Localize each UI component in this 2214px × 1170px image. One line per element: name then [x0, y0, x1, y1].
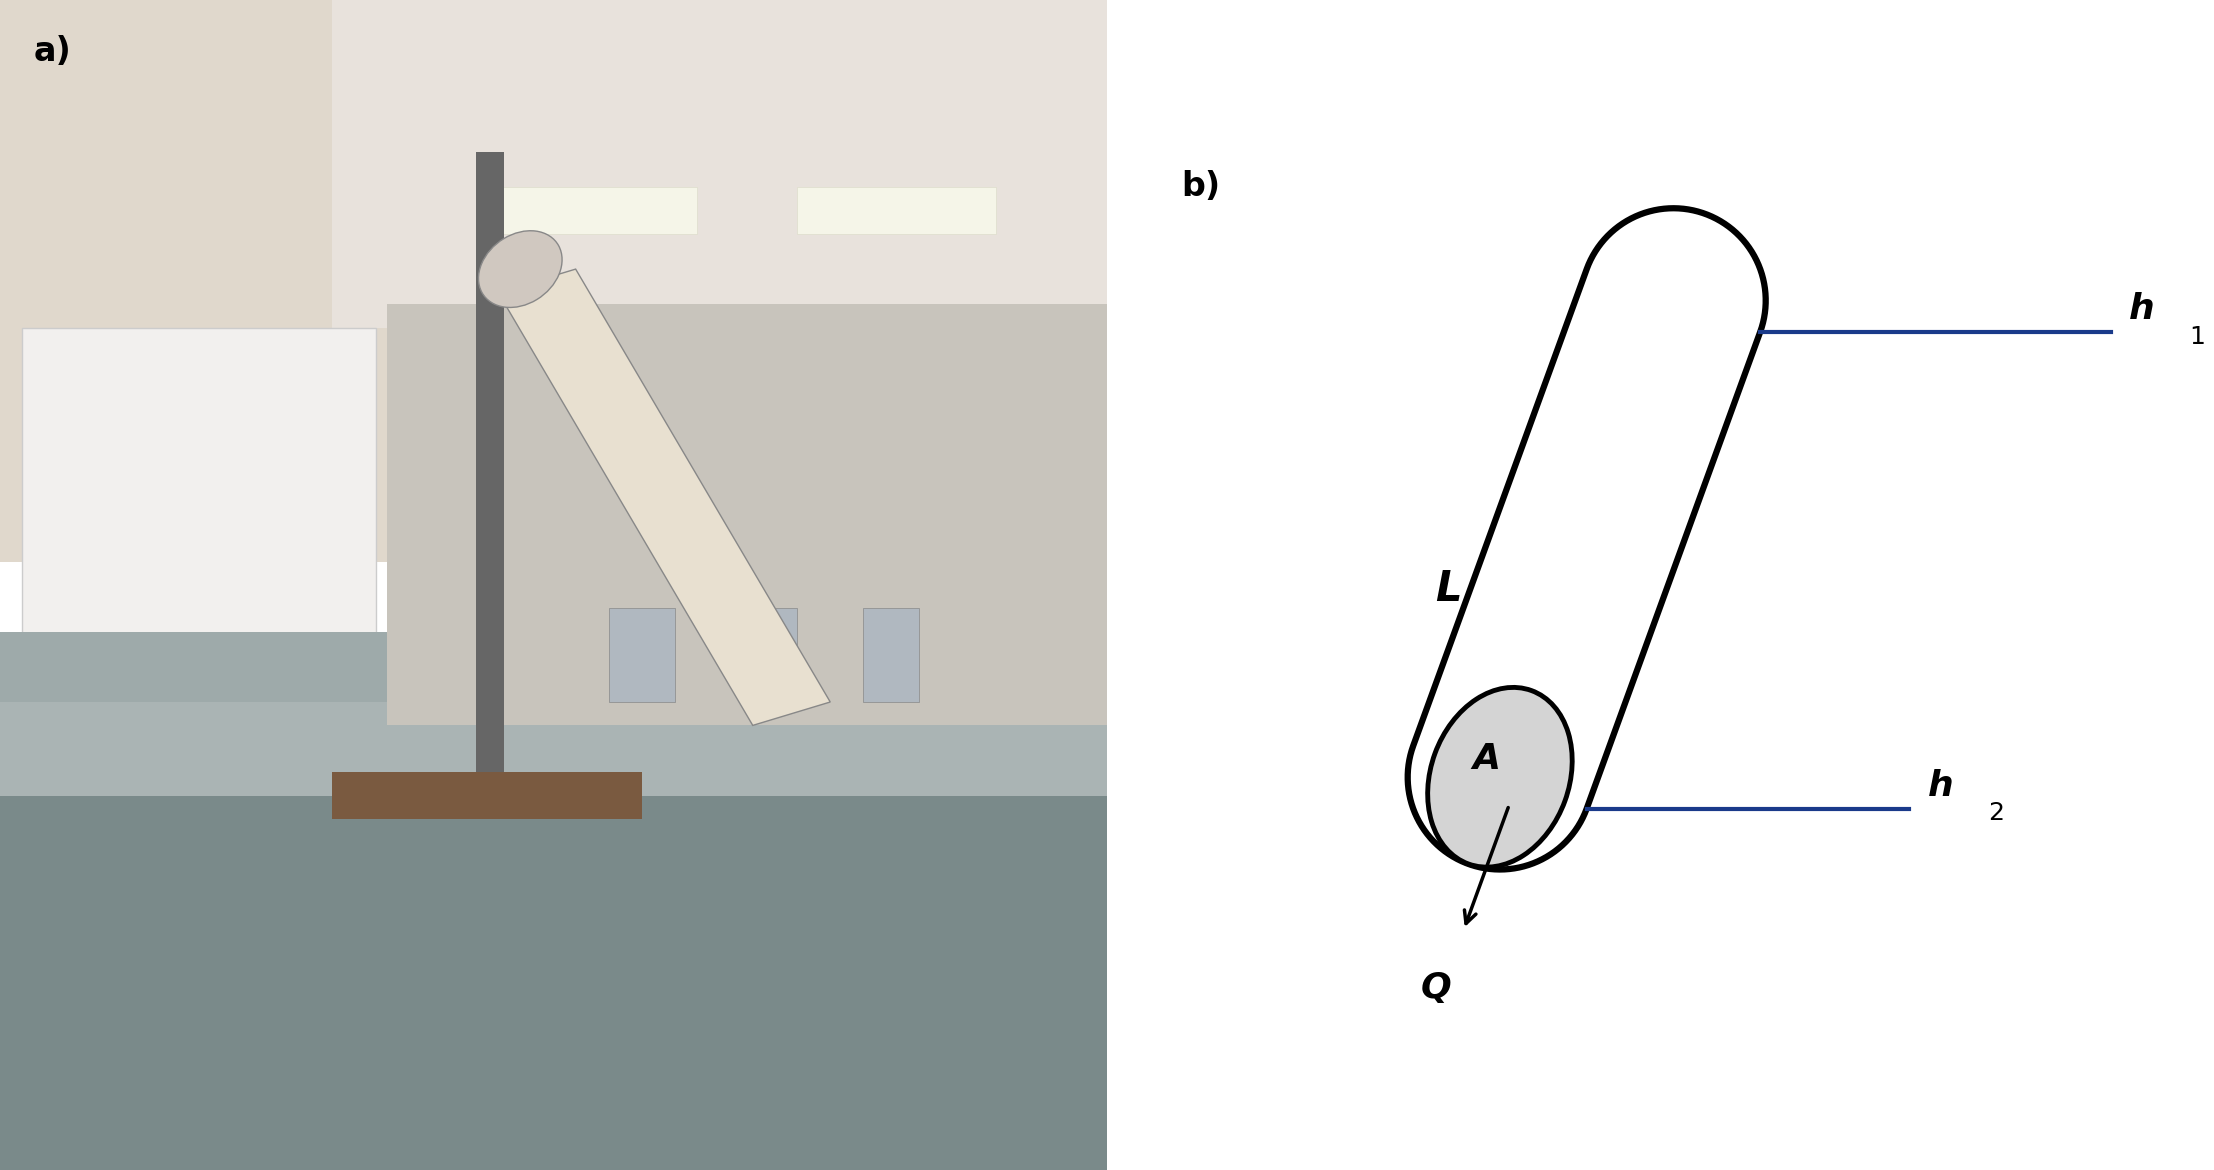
Ellipse shape — [1428, 688, 1572, 867]
Polygon shape — [498, 269, 830, 725]
Bar — [0, 0, 1107, 562]
Bar — [863, 608, 919, 702]
Text: Q: Q — [1421, 971, 1452, 1005]
Bar — [0, 796, 1107, 1170]
Bar — [609, 608, 675, 702]
Text: L: L — [1435, 569, 1461, 611]
Polygon shape — [1408, 208, 1767, 869]
Text: 1: 1 — [2190, 324, 2205, 349]
Bar — [0, 702, 1107, 819]
Bar — [332, 772, 642, 819]
Bar — [797, 187, 996, 234]
Text: a): a) — [33, 35, 71, 68]
Text: b): b) — [1180, 170, 1220, 202]
Ellipse shape — [478, 230, 562, 308]
Bar — [476, 152, 503, 796]
Text: h: h — [2130, 292, 2154, 326]
Bar — [22, 328, 376, 819]
Text: A: A — [1472, 742, 1501, 776]
Bar — [0, 0, 387, 562]
Bar — [332, 0, 1107, 328]
Text: h: h — [1928, 769, 1953, 803]
Text: 2: 2 — [1988, 801, 2004, 825]
Bar — [387, 304, 1107, 725]
Bar — [753, 608, 797, 702]
Bar — [0, 632, 1107, 725]
Bar — [498, 187, 697, 234]
